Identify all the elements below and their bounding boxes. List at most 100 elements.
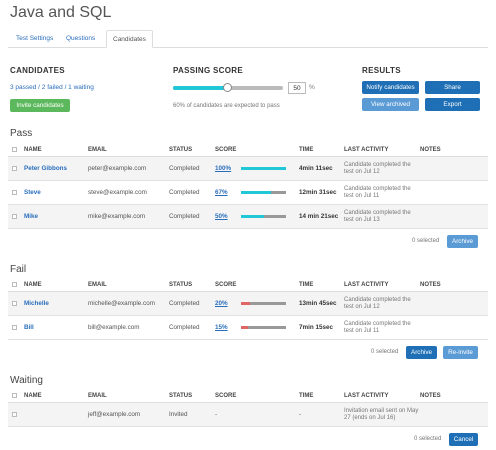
table-row: jeff@example.com Invited - - Invitation emai… (8, 403, 488, 427)
fail-table-header: NAME EMAIL STATUS SCORE TIME LAST ACTIVI… (8, 278, 488, 292)
select-all-checkbox-icon[interactable] (12, 393, 17, 398)
score-bar (241, 302, 286, 305)
select-all-checkbox-icon[interactable] (12, 147, 17, 152)
score-bar-fill (241, 215, 264, 218)
share-button[interactable]: Share (425, 81, 480, 94)
last-activity: Candidate completed the test on Jul 13 (344, 209, 411, 223)
table-row: Steve steve@example.com Completed 67% 12min … (8, 181, 488, 205)
row-checkbox-icon[interactable] (12, 301, 17, 306)
tab-candidates[interactable]: Candidates (106, 30, 153, 48)
candidate-status: Completed (169, 189, 200, 196)
candidate-time: 12min 31sec (299, 189, 337, 196)
candidates-summary[interactable]: 3 passed / 2 failed / 1 waiting (10, 84, 94, 91)
col-time: TIME (299, 281, 314, 288)
score-bar-fill (241, 302, 250, 305)
score-bar-fill (241, 191, 272, 194)
col-status: STATUS (169, 146, 193, 153)
col-name: NAME (24, 146, 42, 153)
score-value[interactable]: 67% (215, 189, 228, 196)
candidate-name[interactable]: Mike (24, 213, 38, 220)
row-checkbox-icon[interactable] (12, 190, 17, 195)
tab-test-settings[interactable]: Test Settings (16, 35, 54, 42)
notify-candidates-button[interactable]: Notify candidates (362, 81, 419, 94)
col-email: EMAIL (88, 281, 107, 288)
waiting-section-title: Waiting (10, 375, 43, 386)
slider-handle[interactable] (223, 83, 232, 92)
candidate-email: mike@example.com (88, 213, 146, 220)
tab-questions[interactable]: Questions (66, 35, 96, 42)
table-row: Peter Gibbons peter@example.com Completed 1… (8, 157, 488, 181)
waiting-selected-count: 0 selected (414, 436, 442, 442)
col-name: NAME (24, 392, 42, 399)
cancel-invite-button[interactable]: Cancel (449, 433, 478, 446)
score-value[interactable]: 50% (215, 213, 228, 220)
candidate-email: steve@example.com (88, 189, 147, 196)
passing-score-input[interactable]: 50 (288, 82, 306, 94)
col-last-activity: LAST ACTIVITY (344, 392, 389, 399)
last-activity: Candidate completed the test on Jul 11 (344, 320, 411, 334)
candidate-time: 14 min 21sec (299, 213, 339, 220)
passing-score-note: 60% of candidates are expected to pass (173, 103, 280, 109)
score-bar-fill (241, 326, 248, 329)
select-all-checkbox-icon[interactable] (12, 282, 17, 287)
candidates-heading: CANDIDATES (10, 66, 65, 75)
fail-selected-count: 0 selected (371, 349, 399, 355)
fail-section-title: Fail (10, 264, 27, 275)
score-bar (241, 215, 286, 218)
col-name: NAME (24, 281, 42, 288)
col-status: STATUS (169, 392, 193, 399)
row-checkbox-icon[interactable] (12, 325, 17, 330)
last-activity: Candidate completed the test on Jul 12 (344, 161, 411, 175)
candidate-name[interactable]: Michelle (24, 300, 49, 307)
candidate-name[interactable]: Bill (24, 324, 34, 331)
candidate-status: Completed (169, 324, 200, 331)
row-checkbox-icon[interactable] (12, 412, 17, 417)
export-button[interactable]: Export (425, 98, 480, 111)
pass-archive-button[interactable]: Archive (447, 235, 478, 248)
view-archived-button[interactable]: View archived (362, 98, 419, 111)
fail-archive-button[interactable]: Archive (406, 346, 437, 359)
passing-score-slider[interactable] (173, 83, 283, 92)
score-value[interactable]: 15% (215, 324, 228, 331)
col-score: SCORE (215, 392, 237, 399)
table-row: Mike mike@example.com Completed 50% 14 min 2… (8, 205, 488, 229)
score-bar-fill (241, 167, 286, 170)
row-checkbox-icon[interactable] (12, 166, 17, 171)
score-value: - (215, 411, 218, 418)
candidate-time: - (299, 411, 302, 418)
slider-fill (173, 86, 228, 90)
score-bar (241, 191, 286, 194)
score-value[interactable]: 20% (215, 300, 228, 307)
col-time: TIME (299, 392, 314, 399)
last-activity: Candidate completed the test on Jul 11 (344, 185, 411, 199)
candidate-name[interactable]: Peter Gibbons (24, 165, 68, 172)
col-last-activity: LAST ACTIVITY (344, 281, 389, 288)
last-activity: Invitation email sent on May 27 (ends on… (344, 407, 419, 421)
col-status: STATUS (169, 281, 193, 288)
score-value[interactable]: 100% (215, 165, 232, 172)
candidate-time: 4min 11sec (299, 165, 333, 172)
candidate-status: Completed (169, 300, 200, 307)
page-title: Java and SQL (10, 4, 112, 21)
pass-table-header: NAME EMAIL STATUS SCORE TIME LAST ACTIVI… (8, 143, 488, 157)
candidate-status: Completed (169, 165, 200, 172)
candidate-email: peter@example.com (88, 165, 147, 172)
candidate-email: michelle@example.com (88, 300, 155, 307)
col-email: EMAIL (88, 392, 107, 399)
passing-score-heading: PASSING SCORE (173, 66, 243, 75)
table-row: Michelle michelle@example.com Completed 20%… (8, 292, 488, 316)
results-heading: RESULTS (362, 66, 401, 75)
col-score: SCORE (215, 281, 237, 288)
col-email: EMAIL (88, 146, 107, 153)
candidate-email: jeff@example.com (88, 411, 141, 418)
last-activity: Candidate completed the test on Jul 12 (344, 296, 411, 310)
score-bar (241, 326, 286, 329)
pass-section-title: Pass (10, 128, 33, 139)
candidate-name[interactable]: Steve (24, 189, 41, 196)
reinvite-button[interactable]: Re-invite (443, 346, 478, 359)
waiting-table-header: NAME EMAIL STATUS SCORE TIME LAST ACTIVI… (8, 389, 488, 403)
invite-candidates-button[interactable]: Invite candidates (10, 99, 70, 112)
row-checkbox-icon[interactable] (12, 214, 17, 219)
col-notes: NOTES (420, 281, 441, 288)
candidate-status: Completed (169, 213, 200, 220)
